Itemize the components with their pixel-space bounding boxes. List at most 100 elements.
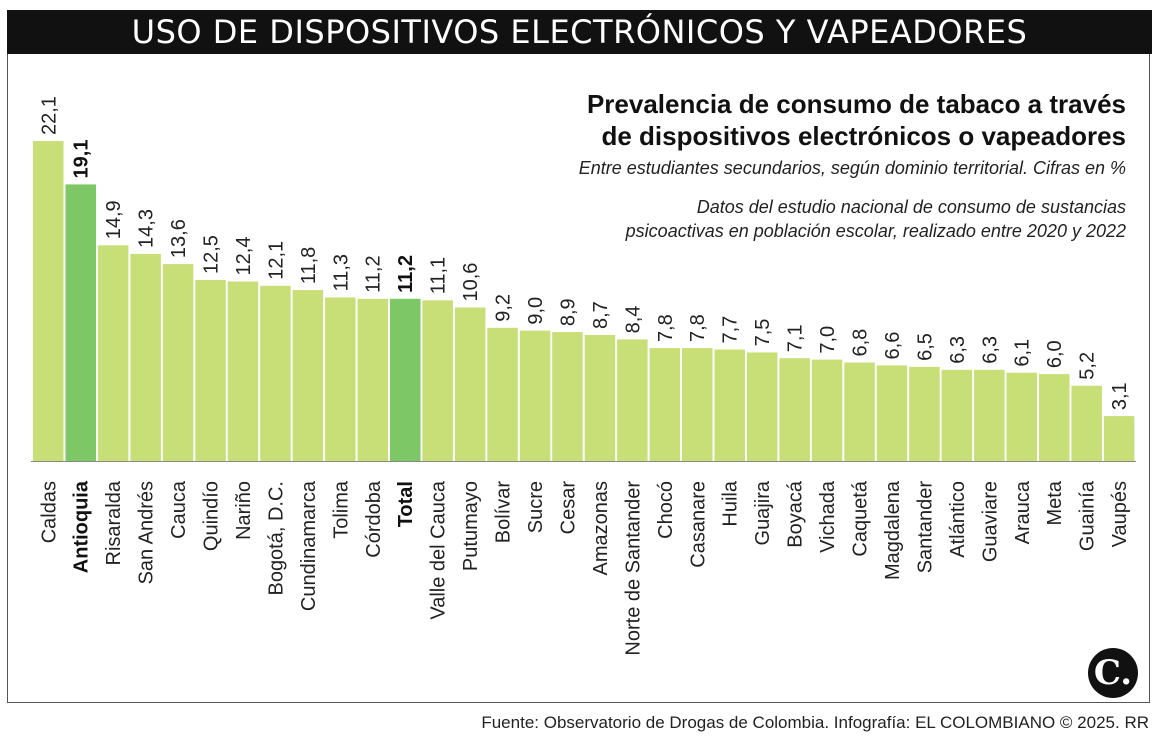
category-label: Total [395,481,417,527]
value-label: 6,3 [947,336,969,364]
bar-meta [1039,374,1070,461]
header-title: USO DE DISPOSITIVOS ELECTRÓNICOS Y VAPEA… [131,13,1028,51]
category-label: Caldas [38,481,60,543]
bar-antioquia [65,184,96,461]
category-label: Casanare [687,481,709,568]
value-label: 3,1 [1109,382,1131,410]
bar-putumayo [454,307,486,461]
bar-cundinamarca [292,290,324,461]
value-label: 7,8 [655,314,677,342]
bar-valle-del-cauca [422,300,453,461]
bar-arauca [1006,372,1037,461]
category-label: Meta [1044,480,1066,525]
chart-title-line2: de dispositivos electrónicos o vapeadore… [601,121,1126,151]
category-label: Vaupés [1109,481,1131,547]
title-block: Prevalencia de consumo de tabaco a travé… [506,88,1126,243]
category-label: Córdoba [363,480,385,558]
source-credit: Fuente: Observatorio de Drogas de Colomb… [481,713,1149,732]
category-label: Magdalena [882,480,904,580]
category-label: Cesar [557,481,579,535]
category-label: Quindío [201,481,223,551]
category-label: Atlántico [947,481,969,558]
bar-magdalena [876,365,908,461]
value-label: 7,5 [752,319,774,347]
value-label: 12,5 [201,235,223,274]
category-label: Risaralda [103,480,125,565]
bar-santander [909,366,940,461]
category-label: Nariño [233,481,255,540]
value-label: 5,2 [1077,352,1099,380]
bar-bolívar [487,327,518,461]
value-label: 6,5 [914,333,936,361]
bar-amazonas [584,335,616,461]
bar-vaupés [1103,416,1135,461]
value-label: 6,0 [1044,340,1066,368]
chart-subtitle: Entre estudiantes secundarios, según dom… [578,158,1126,178]
bar-san-andrés [130,253,161,461]
category-label: Guaviare [979,481,1001,562]
chart-note: Datos del estudio nacional de consumo de… [506,195,1126,243]
bar-chocó [649,348,681,461]
bar-vichada [811,359,843,461]
category-label: Bogotá, D.C. [265,481,287,596]
category-label: Caquetá [850,480,872,556]
category-label: Antioquia [71,480,93,573]
bar-sucre [519,330,551,461]
value-label: 10,6 [460,263,482,302]
category-label: Guajira [752,480,774,545]
value-label: 14,3 [136,209,158,248]
bar-cesar [552,332,583,461]
category-label: San Andrés [136,481,158,584]
value-label: 7,8 [687,314,709,342]
value-label: 6,1 [1012,339,1034,367]
bar-guainía [1071,385,1102,461]
bar-atlántico [941,369,973,461]
category-label: Sucre [525,481,547,533]
bar-boyacá [779,358,810,461]
value-label: 6,8 [850,329,872,357]
bar-total [390,298,421,461]
category-label: Tolima [330,480,352,539]
bar-nariño [227,281,259,461]
value-label: 11,3 [330,254,352,291]
value-label: 9,0 [525,297,547,325]
value-label: 7,0 [817,326,839,354]
category-label: Cauca [168,480,190,539]
value-label: 6,6 [882,332,904,360]
value-label: 7,7 [720,316,742,344]
bar-norte-de-santander [617,339,648,461]
value-label: 11,8 [298,247,320,284]
value-label: 11,2 [363,255,385,292]
value-label: 9,2 [493,294,515,322]
value-label: 8,7 [590,301,612,329]
category-label: Valle del Cauca [428,480,450,619]
chart-title-line1: Prevalencia de consumo de tabaco a travé… [586,89,1126,119]
value-label: 12,4 [233,237,255,276]
el-colombiano-logo: C. [1088,648,1138,698]
category-label: Norte de Santander [622,481,644,656]
bar-guaviare [974,369,1005,461]
category-label: Huila [720,480,742,526]
bar-tolima [325,297,356,461]
category-label: Cundinamarca [298,480,320,611]
value-label: 12,1 [265,241,287,280]
value-label: 14,9 [103,200,125,239]
category-label: Bolívar [493,481,515,544]
value-label: 7,1 [785,324,807,352]
chart-frame [7,54,1150,703]
value-label: 11,2 [395,255,417,293]
bar-caquetá [844,362,875,461]
category-label: Vichada [817,480,839,553]
bar-risaralda [97,245,129,461]
value-label: 22,1 [38,96,60,135]
category-label: Chocó [655,481,677,539]
bar-cauca [162,264,194,461]
value-label: 8,9 [557,298,579,326]
value-label: 6,3 [979,336,1001,364]
bar-huila [714,349,745,461]
category-label: Putumayo [460,481,482,571]
header-banner: USO DE DISPOSITIVOS ELECTRÓNICOS Y VAPEA… [7,10,1152,54]
bar-córdoba [357,298,388,461]
bar-casanare [682,348,713,461]
